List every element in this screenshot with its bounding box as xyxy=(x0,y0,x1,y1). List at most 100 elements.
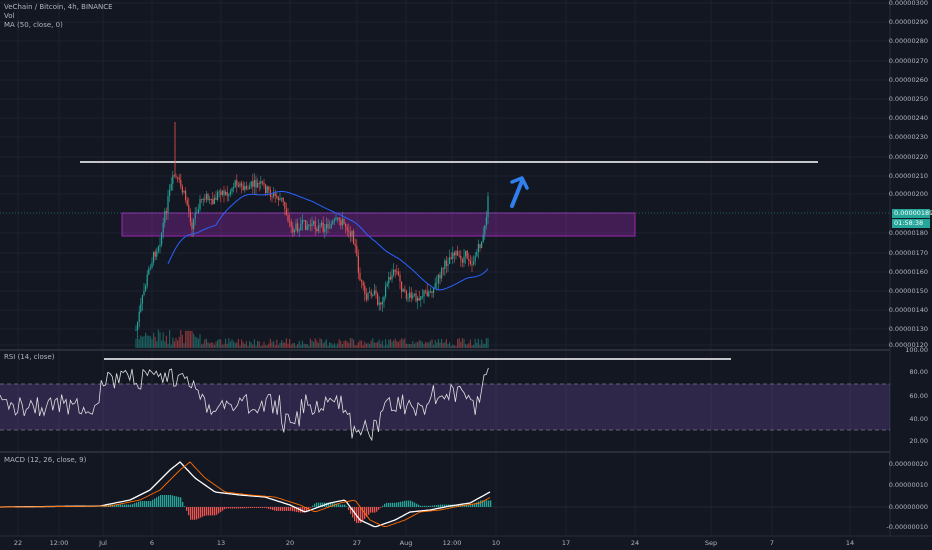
candle xyxy=(401,281,403,292)
candle xyxy=(164,211,166,223)
candle xyxy=(265,184,267,194)
volume-bar xyxy=(191,330,193,348)
candle xyxy=(151,262,153,268)
candle xyxy=(482,234,484,242)
candle xyxy=(153,251,155,263)
candle xyxy=(369,291,371,293)
macd-histogram-bar xyxy=(440,504,442,507)
candle xyxy=(319,225,321,227)
candle xyxy=(269,190,271,197)
volume-bar xyxy=(471,345,473,348)
macd-histogram-bar xyxy=(346,506,348,507)
candle xyxy=(313,221,315,224)
candle xyxy=(221,190,223,195)
volume-bar xyxy=(418,340,420,348)
volume-bar xyxy=(255,345,257,348)
volume-bar xyxy=(154,336,156,348)
candle xyxy=(431,291,433,293)
volume-bar xyxy=(468,343,470,348)
macd-histogram-bar xyxy=(234,507,236,509)
volume-bar xyxy=(397,342,399,348)
macd-histogram-bar xyxy=(486,500,488,507)
macd-histogram-bar xyxy=(386,502,388,507)
candle xyxy=(242,185,244,191)
symbol-title[interactable]: VeChain / Bitcoin, 4h, BINANCE xyxy=(4,3,113,11)
macd-histogram-bar xyxy=(258,507,260,508)
volume-bar xyxy=(348,342,350,348)
macd-histogram-bar xyxy=(392,502,394,507)
candle xyxy=(204,199,206,200)
macd-histogram-bar xyxy=(278,507,280,511)
macd-histogram-bar xyxy=(126,504,128,507)
volume-bar xyxy=(308,345,310,348)
volume-bar xyxy=(449,342,451,348)
candle xyxy=(463,256,465,263)
volume-bar xyxy=(453,345,455,348)
up-arrow-annotation[interactable] xyxy=(510,176,529,208)
volume-bar xyxy=(162,332,164,348)
candle xyxy=(220,191,222,195)
volume-bar xyxy=(327,345,329,348)
macd-histogram-bar xyxy=(420,505,422,507)
candle xyxy=(362,281,364,286)
volume-bar xyxy=(314,338,316,348)
volume-bar xyxy=(377,341,379,348)
macd-histogram-bar xyxy=(404,500,406,507)
macd-histogram-bar xyxy=(280,507,282,511)
candle xyxy=(452,252,454,259)
macd-histogram-bar xyxy=(252,507,254,508)
volume-bar xyxy=(401,338,403,348)
candle xyxy=(476,252,478,257)
volume-bar xyxy=(297,344,299,348)
macd-histogram-bar xyxy=(168,495,170,507)
candle xyxy=(245,186,247,189)
volume-bar xyxy=(159,332,161,348)
macd-histogram-bar xyxy=(414,502,416,507)
vol-label[interactable]: Vol xyxy=(4,12,15,20)
ma-label[interactable]: MA (50, close, 0) xyxy=(4,21,63,29)
macd-histogram-bar xyxy=(378,507,380,510)
candle xyxy=(167,196,169,213)
volume-bar xyxy=(298,340,300,348)
rsi-label[interactable]: RSI (14, close) xyxy=(4,353,55,361)
candle xyxy=(316,229,318,231)
volume-bar xyxy=(343,340,345,348)
candle xyxy=(293,229,295,233)
time-tick-label: Sep xyxy=(704,539,718,547)
price-tick-label: 0.00000140 xyxy=(888,306,928,314)
candle xyxy=(428,291,430,297)
macd-histogram-bar xyxy=(160,495,162,507)
volume-bar xyxy=(476,342,478,348)
time-tick-label: 6 xyxy=(149,539,155,547)
candle xyxy=(349,232,351,237)
candle xyxy=(325,224,327,229)
volume-bar xyxy=(455,345,457,348)
volume-bar xyxy=(141,336,143,348)
volume-bars xyxy=(135,329,489,348)
rsi-tick-label: 100.00 xyxy=(905,346,928,354)
candle xyxy=(281,197,283,199)
price-tick-label: 0.00000120 xyxy=(888,341,928,349)
macd-histogram-bar xyxy=(194,507,196,520)
volume-bar xyxy=(290,344,292,348)
candle xyxy=(135,329,137,331)
candle xyxy=(205,193,207,200)
macd-label[interactable]: MACD (12, 26, close, 9) xyxy=(4,456,87,464)
volume-bar xyxy=(202,343,204,348)
candle xyxy=(207,193,209,200)
volume-bar xyxy=(396,341,398,348)
volume-bar xyxy=(460,341,462,348)
macd-histogram-bar xyxy=(156,497,158,507)
candle xyxy=(218,191,220,193)
volume-bar xyxy=(170,344,172,348)
candle xyxy=(421,296,423,298)
macd-histogram-bar xyxy=(206,507,208,516)
time-tick-label: 14 xyxy=(845,539,855,547)
candle xyxy=(338,217,340,221)
macd-histogram-bar xyxy=(318,502,320,507)
candlestick-series[interactable] xyxy=(135,122,489,337)
volume-bar xyxy=(189,330,191,348)
macd-histogram-bar xyxy=(302,507,304,513)
candle xyxy=(377,293,379,305)
